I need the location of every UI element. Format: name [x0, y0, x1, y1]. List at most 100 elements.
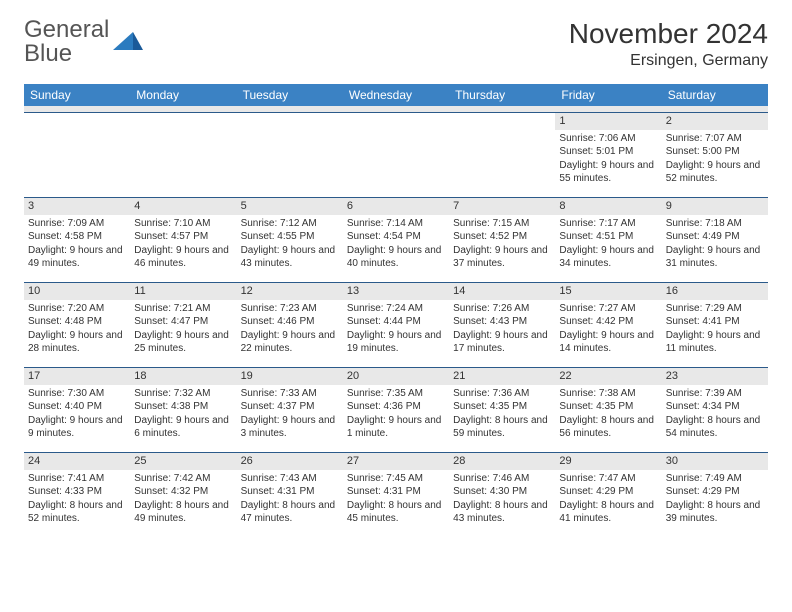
calendar-cell: 19Sunrise: 7:33 AMSunset: 4:37 PMDayligh… — [237, 368, 343, 452]
sunset-text: Sunset: 4:52 PM — [453, 230, 551, 244]
date-number — [130, 113, 236, 130]
daylight-text: Daylight: 9 hours and 14 minutes. — [559, 329, 657, 356]
logo-text-gray: General — [24, 16, 109, 43]
sunrise-text: Sunrise: 7:15 AM — [453, 217, 551, 231]
date-number: 25 — [130, 453, 236, 470]
sunset-text: Sunset: 4:58 PM — [28, 230, 126, 244]
daylight-text: Daylight: 8 hours and 56 minutes. — [559, 414, 657, 441]
calendar-week: 10Sunrise: 7:20 AMSunset: 4:48 PMDayligh… — [24, 282, 768, 367]
date-number: 20 — [343, 368, 449, 385]
sunset-text: Sunset: 4:40 PM — [28, 400, 126, 414]
cell-content: Sunrise: 7:49 AMSunset: 4:29 PMDaylight:… — [662, 470, 768, 532]
daylight-text: Daylight: 9 hours and 6 minutes. — [134, 414, 232, 441]
cell-content: Sunrise: 7:35 AMSunset: 4:36 PMDaylight:… — [343, 385, 449, 447]
daylight-text: Daylight: 8 hours and 41 minutes. — [559, 499, 657, 526]
calendar-cell — [237, 113, 343, 197]
cell-content: Sunrise: 7:39 AMSunset: 4:34 PMDaylight:… — [662, 385, 768, 447]
calendar-cell: 12Sunrise: 7:23 AMSunset: 4:46 PMDayligh… — [237, 283, 343, 367]
calendar-cell: 17Sunrise: 7:30 AMSunset: 4:40 PMDayligh… — [24, 368, 130, 452]
cell-content: Sunrise: 7:14 AMSunset: 4:54 PMDaylight:… — [343, 215, 449, 277]
sunrise-text: Sunrise: 7:43 AM — [241, 472, 339, 486]
sunrise-text: Sunrise: 7:10 AM — [134, 217, 232, 231]
daylight-text: Daylight: 8 hours and 59 minutes. — [453, 414, 551, 441]
cell-content: Sunrise: 7:26 AMSunset: 4:43 PMDaylight:… — [449, 300, 555, 362]
date-number: 24 — [24, 453, 130, 470]
sunset-text: Sunset: 4:36 PM — [347, 400, 445, 414]
calendar-cell: 9Sunrise: 7:18 AMSunset: 4:49 PMDaylight… — [662, 198, 768, 282]
calendar-cell: 3Sunrise: 7:09 AMSunset: 4:58 PMDaylight… — [24, 198, 130, 282]
sunrise-text: Sunrise: 7:14 AM — [347, 217, 445, 231]
cell-content: Sunrise: 7:10 AMSunset: 4:57 PMDaylight:… — [130, 215, 236, 277]
calendar-cell: 22Sunrise: 7:38 AMSunset: 4:35 PMDayligh… — [555, 368, 661, 452]
calendar-cell: 16Sunrise: 7:29 AMSunset: 4:41 PMDayligh… — [662, 283, 768, 367]
calendar-week: 3Sunrise: 7:09 AMSunset: 4:58 PMDaylight… — [24, 197, 768, 282]
sunset-text: Sunset: 4:31 PM — [241, 485, 339, 499]
sunset-text: Sunset: 4:46 PM — [241, 315, 339, 329]
date-number: 11 — [130, 283, 236, 300]
cell-content: Sunrise: 7:27 AMSunset: 4:42 PMDaylight:… — [555, 300, 661, 362]
sunrise-text: Sunrise: 7:36 AM — [453, 387, 551, 401]
day-label-mon: Monday — [130, 84, 236, 106]
cell-content: Sunrise: 7:45 AMSunset: 4:31 PMDaylight:… — [343, 470, 449, 532]
cell-content: Sunrise: 7:21 AMSunset: 4:47 PMDaylight:… — [130, 300, 236, 362]
month-title: November 2024 — [569, 18, 768, 50]
calendar-cell — [24, 113, 130, 197]
cell-content — [130, 130, 236, 138]
date-number: 5 — [237, 198, 343, 215]
cell-content: Sunrise: 7:42 AMSunset: 4:32 PMDaylight:… — [130, 470, 236, 532]
logo-mark-icon — [113, 32, 143, 52]
sunset-text: Sunset: 4:42 PM — [559, 315, 657, 329]
date-number: 9 — [662, 198, 768, 215]
sunrise-text: Sunrise: 7:39 AM — [666, 387, 764, 401]
date-number: 8 — [555, 198, 661, 215]
daylight-text: Daylight: 9 hours and 55 minutes. — [559, 159, 657, 186]
calendar-cell — [130, 113, 236, 197]
sunrise-text: Sunrise: 7:12 AM — [241, 217, 339, 231]
sunset-text: Sunset: 4:41 PM — [666, 315, 764, 329]
date-number: 1 — [555, 113, 661, 130]
cell-content: Sunrise: 7:46 AMSunset: 4:30 PMDaylight:… — [449, 470, 555, 532]
sunset-text: Sunset: 4:29 PM — [666, 485, 764, 499]
cell-content — [449, 130, 555, 138]
daylight-text: Daylight: 9 hours and 46 minutes. — [134, 244, 232, 271]
calendar-cell: 1Sunrise: 7:06 AMSunset: 5:01 PMDaylight… — [555, 113, 661, 197]
calendar-cell: 21Sunrise: 7:36 AMSunset: 4:35 PMDayligh… — [449, 368, 555, 452]
calendar-cell: 2Sunrise: 7:07 AMSunset: 5:00 PMDaylight… — [662, 113, 768, 197]
sunrise-text: Sunrise: 7:18 AM — [666, 217, 764, 231]
sunset-text: Sunset: 4:35 PM — [453, 400, 551, 414]
calendar-week: 17Sunrise: 7:30 AMSunset: 4:40 PMDayligh… — [24, 367, 768, 452]
calendar-cell: 20Sunrise: 7:35 AMSunset: 4:36 PMDayligh… — [343, 368, 449, 452]
sunset-text: Sunset: 4:33 PM — [28, 485, 126, 499]
sunrise-text: Sunrise: 7:35 AM — [347, 387, 445, 401]
day-label-wed: Wednesday — [343, 84, 449, 106]
calendar-cell — [343, 113, 449, 197]
date-number — [24, 113, 130, 130]
sunset-text: Sunset: 4:29 PM — [559, 485, 657, 499]
sunrise-text: Sunrise: 7:49 AM — [666, 472, 764, 486]
date-number: 18 — [130, 368, 236, 385]
daylight-text: Daylight: 8 hours and 45 minutes. — [347, 499, 445, 526]
sunset-text: Sunset: 4:38 PM — [134, 400, 232, 414]
cell-content — [237, 130, 343, 138]
daylight-text: Daylight: 9 hours and 17 minutes. — [453, 329, 551, 356]
calendar-cell: 5Sunrise: 7:12 AMSunset: 4:55 PMDaylight… — [237, 198, 343, 282]
calendar-cell — [449, 113, 555, 197]
sunrise-text: Sunrise: 7:23 AM — [241, 302, 339, 316]
date-number: 4 — [130, 198, 236, 215]
calendar-cell: 15Sunrise: 7:27 AMSunset: 4:42 PMDayligh… — [555, 283, 661, 367]
date-number — [237, 113, 343, 130]
calendar-cell: 29Sunrise: 7:47 AMSunset: 4:29 PMDayligh… — [555, 453, 661, 537]
cell-content: Sunrise: 7:23 AMSunset: 4:46 PMDaylight:… — [237, 300, 343, 362]
sunset-text: Sunset: 4:49 PM — [666, 230, 764, 244]
day-label-sat: Saturday — [662, 84, 768, 106]
day-label-fri: Friday — [555, 84, 661, 106]
cell-content: Sunrise: 7:41 AMSunset: 4:33 PMDaylight:… — [24, 470, 130, 532]
daylight-text: Daylight: 8 hours and 43 minutes. — [453, 499, 551, 526]
sunset-text: Sunset: 4:43 PM — [453, 315, 551, 329]
calendar-cell: 18Sunrise: 7:32 AMSunset: 4:38 PMDayligh… — [130, 368, 236, 452]
sunset-text: Sunset: 4:57 PM — [134, 230, 232, 244]
cell-content: Sunrise: 7:09 AMSunset: 4:58 PMDaylight:… — [24, 215, 130, 277]
header: General Blue November 2024 Ersingen, Ger… — [24, 18, 768, 70]
sunset-text: Sunset: 4:34 PM — [666, 400, 764, 414]
cell-content: Sunrise: 7:20 AMSunset: 4:48 PMDaylight:… — [24, 300, 130, 362]
